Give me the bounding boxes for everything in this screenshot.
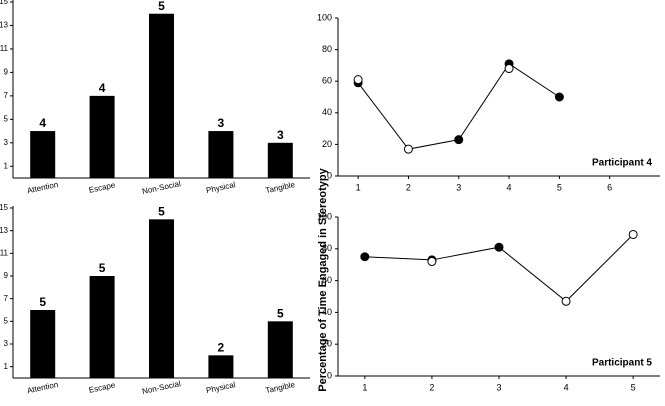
bar — [267, 142, 293, 178]
x-tick-label: 2 — [429, 382, 434, 392]
y-tick-label: 60 — [322, 275, 332, 285]
bar-annotation: 4 — [99, 81, 106, 95]
x-tick-label: 1 — [356, 182, 361, 192]
x-tick-label: Attention — [26, 180, 59, 195]
y-tick-label: 100 — [317, 12, 332, 22]
x-tick-label: 3 — [456, 182, 461, 192]
y-tick-label: 15 — [0, 203, 9, 212]
data-point — [360, 252, 370, 262]
y-tick-label: 5 — [4, 316, 9, 325]
participant-label: Participant 4 — [592, 158, 652, 169]
x-tick-label: Escape — [88, 380, 117, 394]
y-tick-label: 60 — [322, 76, 332, 86]
y-tick-label: 5 — [4, 114, 9, 123]
x-tick-label: 1 — [362, 382, 367, 392]
bar-annotation: 5 — [39, 295, 46, 309]
data-point — [561, 296, 571, 306]
x-tick-label: Tangible — [265, 380, 297, 395]
x-tick-label: Tangible — [265, 180, 297, 195]
x-tick-label: 4 — [564, 382, 569, 392]
bar-annotation: 5 — [99, 261, 106, 275]
data-point — [427, 257, 437, 267]
bar — [30, 131, 56, 178]
bar — [149, 13, 174, 178]
bar — [267, 321, 293, 378]
x-tick-label: Physical — [205, 180, 236, 195]
y-tick-label: 40 — [322, 107, 332, 117]
x-tick-label: Escape — [88, 180, 117, 194]
bar-annotation: 5 — [277, 307, 284, 321]
data-point — [494, 242, 504, 252]
bar — [149, 219, 174, 378]
bar-annotation: 4 — [39, 116, 46, 130]
y-tick-label: 1 — [4, 161, 9, 170]
x-tick-label: 4 — [507, 182, 512, 192]
data-point — [353, 75, 363, 85]
y-tick-label: 7 — [4, 294, 9, 303]
data-point — [504, 64, 514, 74]
y-tick-label: 100 — [317, 211, 332, 221]
y-tick-label: 9 — [4, 271, 9, 280]
x-tick-label: Attention — [26, 380, 59, 395]
data-point — [454, 135, 464, 145]
y-tick-label: 11 — [0, 248, 9, 257]
bar — [30, 310, 56, 378]
data-point — [628, 229, 638, 239]
y-tick-label: 13 — [0, 21, 9, 30]
bar — [208, 355, 234, 378]
y-axis-label: Percentage of Time Engaged in Stereotypy — [317, 167, 329, 391]
x-tick-label: 6 — [607, 182, 612, 192]
x-tick-label: Physical — [205, 380, 236, 395]
bar-annotation: 2 — [218, 341, 225, 355]
bar-annotation: 5 — [158, 0, 165, 13]
bar-annotation: 3 — [277, 128, 284, 142]
bar — [89, 276, 115, 378]
y-tick-label: 0 — [327, 170, 332, 180]
y-tick-label: 20 — [322, 339, 332, 349]
bar — [208, 131, 234, 178]
x-tick-label: 5 — [557, 182, 562, 192]
y-tick-label: 3 — [4, 339, 9, 348]
x-tick-label: 3 — [496, 382, 501, 392]
x-tick-label: 2 — [406, 182, 411, 192]
y-tick-label: 20 — [322, 139, 332, 149]
y-tick-label: 80 — [322, 44, 332, 54]
data-point — [554, 92, 564, 102]
y-tick-label: 15 — [0, 0, 9, 6]
x-tick-label: Non-Social — [141, 379, 181, 396]
participant-label: Participant 5 — [592, 358, 652, 369]
y-tick-label: 7 — [4, 91, 9, 100]
y-tick-label: 13 — [0, 226, 9, 235]
data-point — [403, 144, 413, 154]
y-tick-label: 0 — [327, 370, 332, 380]
bar-annotation: 3 — [218, 116, 225, 130]
y-tick-label: 9 — [4, 68, 9, 77]
y-tick-label: 11 — [0, 44, 9, 53]
y-tick-label: 3 — [4, 138, 9, 147]
bar — [89, 95, 115, 178]
x-tick-label: 5 — [631, 382, 636, 392]
x-tick-label: Non-Social — [141, 179, 181, 196]
bar-annotation: 5 — [158, 205, 165, 219]
y-tick-label: 1 — [4, 362, 9, 371]
y-tick-label: 40 — [322, 307, 332, 317]
y-tick-label: 80 — [322, 243, 332, 253]
